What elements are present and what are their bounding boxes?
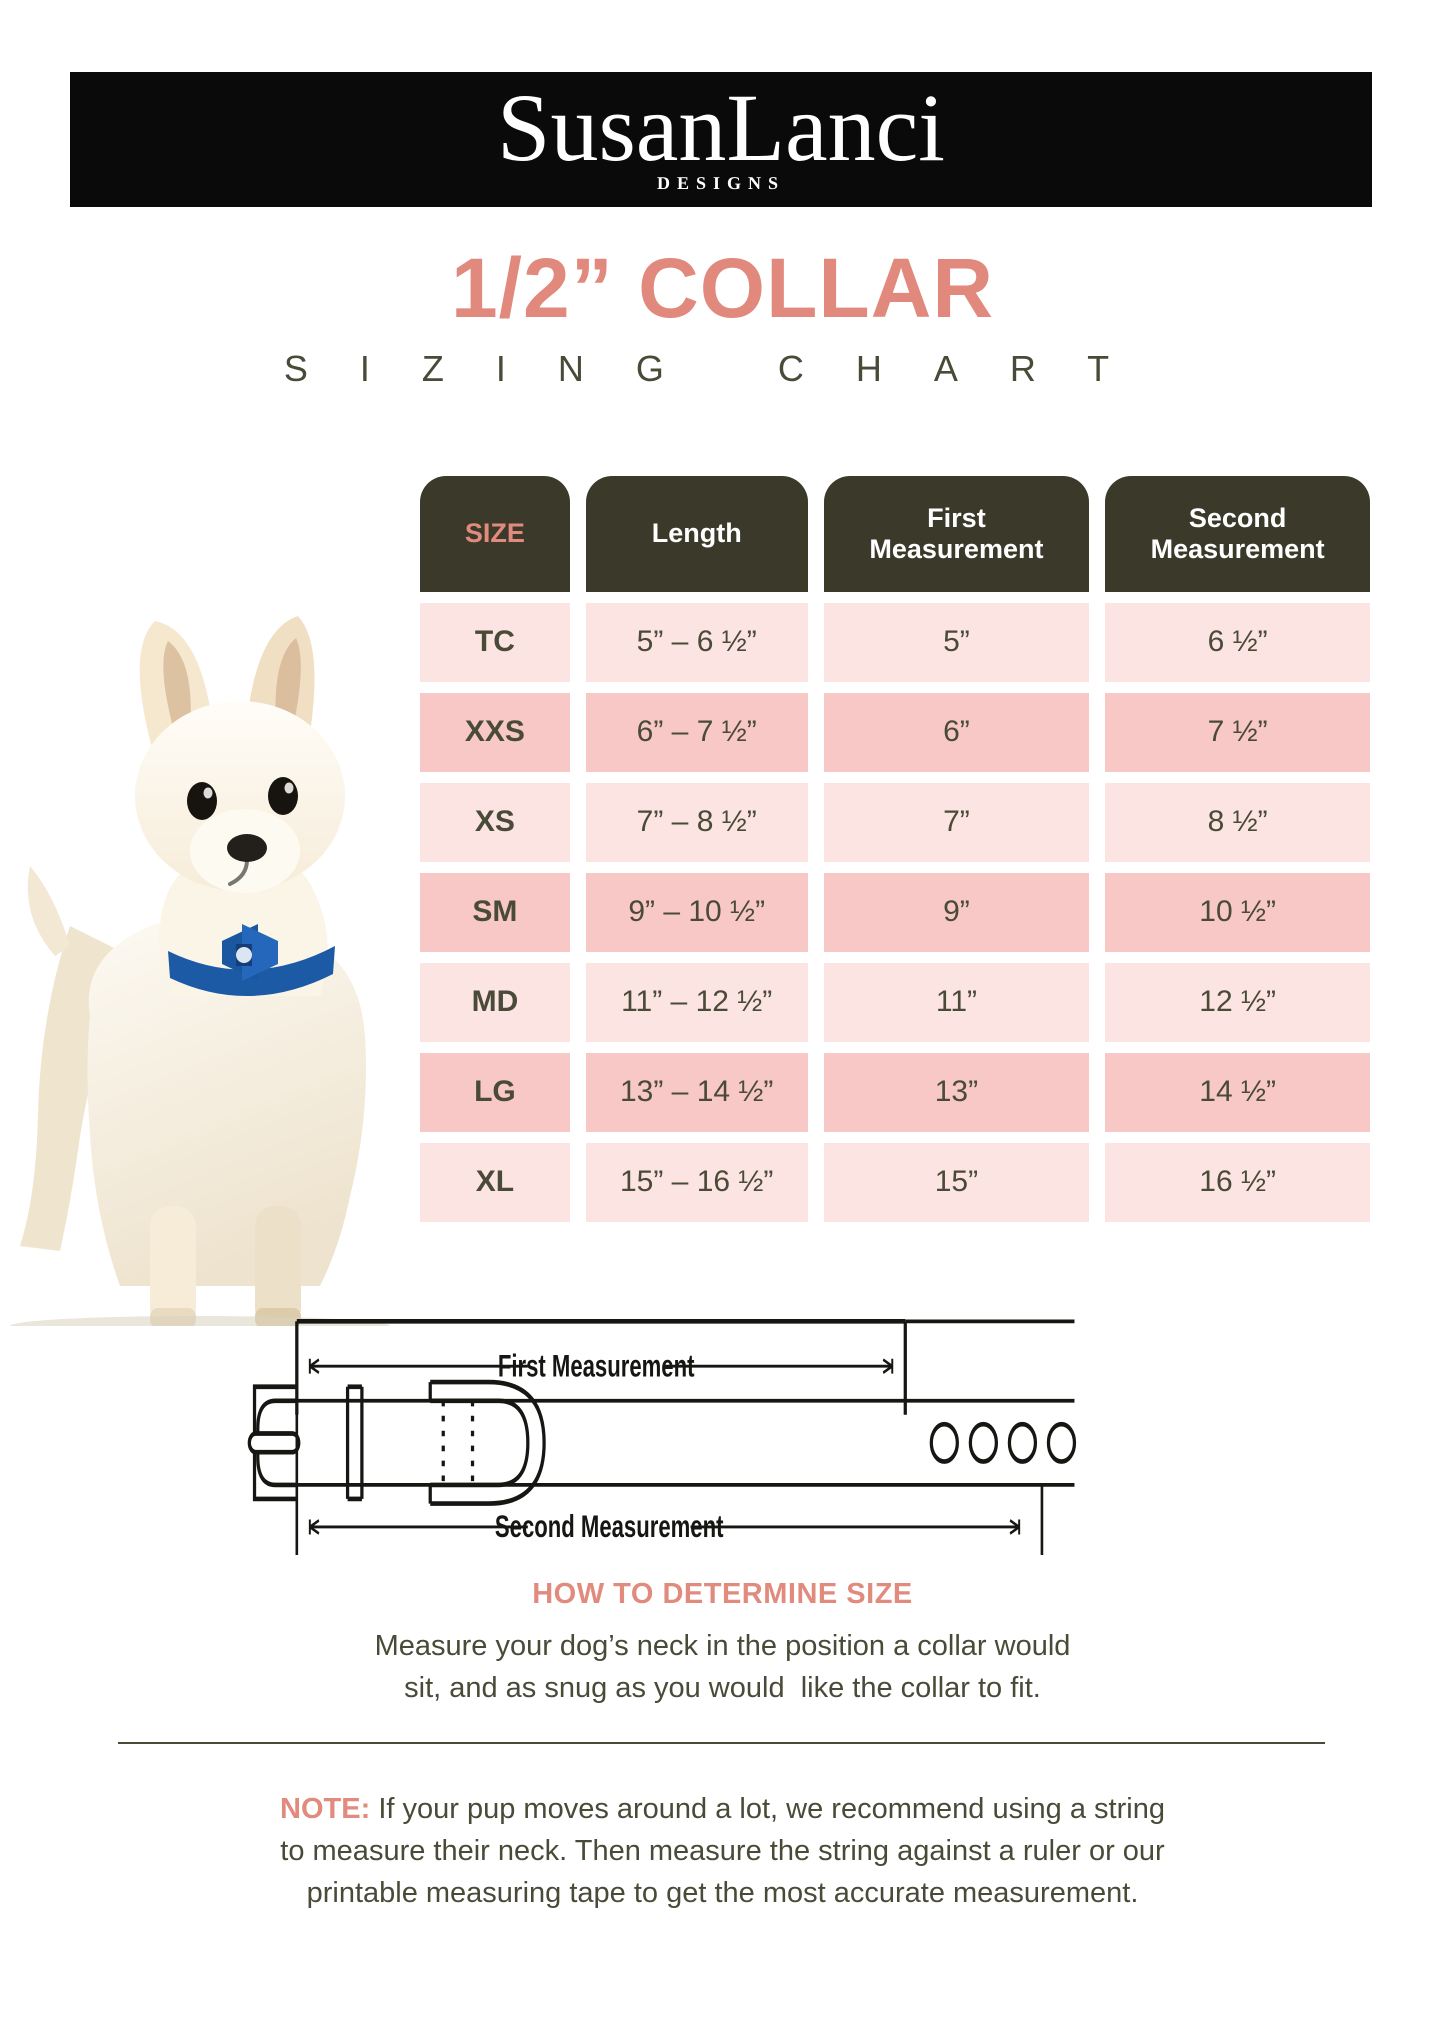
svg-text:First Measurement: First Measurement	[498, 1347, 695, 1383]
svg-text:Second Measurement: Second Measurement	[495, 1508, 724, 1544]
